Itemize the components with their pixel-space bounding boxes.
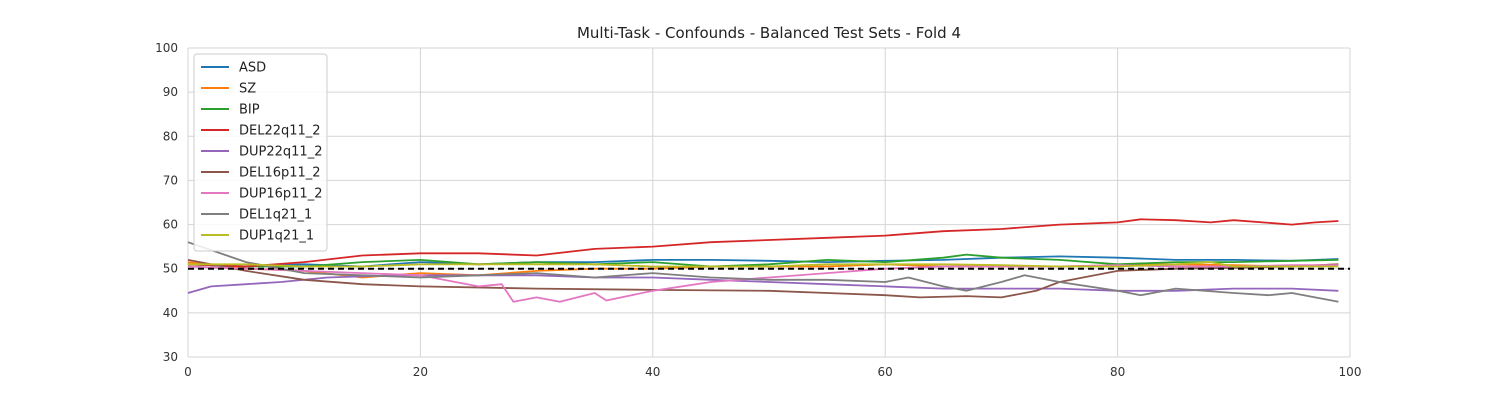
y-tick-label: 90 xyxy=(163,85,178,99)
x-tick-label: 20 xyxy=(413,365,428,379)
legend-label-DEL22q11_2: DEL22q11_2 xyxy=(239,124,321,139)
x-tick-label: 80 xyxy=(1110,365,1125,379)
series-line-DEL1q21_1 xyxy=(187,241,1339,303)
y-tick-label: 70 xyxy=(163,173,178,187)
legend-label-BIP: BIP xyxy=(239,103,260,118)
legend-label-DEL1q21_1: DEL1q21_1 xyxy=(239,208,312,223)
y-tick-label: 50 xyxy=(163,262,178,276)
legend-label-DUP16p11_2: DUP16p11_2 xyxy=(239,187,322,202)
x-tick-label: 100 xyxy=(1339,365,1362,379)
legend-label-ASD: ASD xyxy=(239,61,266,76)
series-line-DEL16p11_2 xyxy=(187,259,1339,299)
legend-label-SZ: SZ xyxy=(239,82,256,97)
y-tick-label: 60 xyxy=(163,218,178,232)
x-tick-label: 0 xyxy=(184,365,192,379)
legend-box xyxy=(193,53,328,252)
series-line-BIP xyxy=(187,253,1339,268)
series-line-DUP1q21_1 xyxy=(188,261,1339,268)
series-line-DEL22q11_2 xyxy=(187,218,1339,268)
plot-background xyxy=(188,48,1350,357)
y-tick-label: 30 xyxy=(163,350,178,364)
legend-label-DUP1q21_1: DUP1q21_1 xyxy=(239,229,314,244)
chart-title: Multi-Task - Confounds - Balanced Test S… xyxy=(576,24,962,42)
legend-label-DUP22q11_2: DUP22q11_2 xyxy=(239,145,322,160)
legend-label-DEL16p11_2: DEL16p11_2 xyxy=(239,166,321,181)
x-tick-label: 60 xyxy=(878,365,893,379)
y-tick-label: 80 xyxy=(163,129,178,143)
y-tick-label: 100 xyxy=(155,41,178,55)
y-tick-label: 40 xyxy=(163,306,178,320)
x-tick-label: 40 xyxy=(645,365,660,379)
